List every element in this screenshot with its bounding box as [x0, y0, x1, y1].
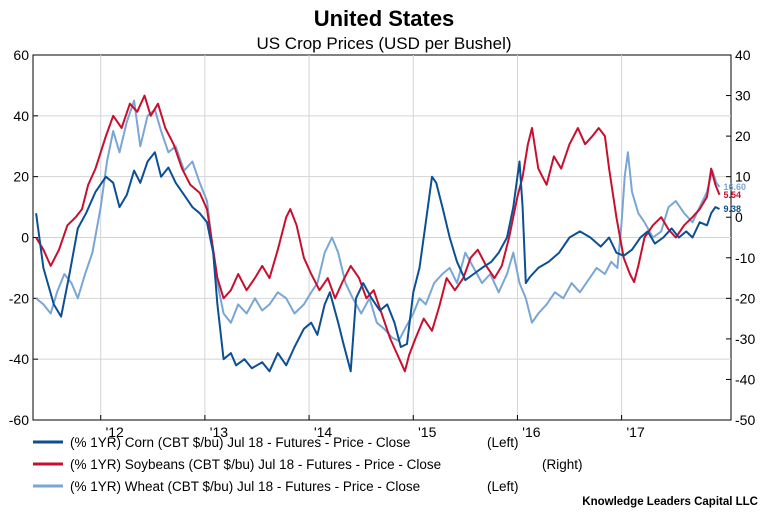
left-tick-label: 60	[13, 47, 29, 63]
series-layer	[35, 94, 721, 373]
right-tick-label: -50	[735, 412, 755, 428]
series-line-corn	[35, 151, 720, 373]
left-tick-label: 0	[21, 230, 29, 246]
chart-subtitle: US Crop Prices (USD per Bushel)	[256, 34, 511, 53]
legend: (% 1YR) Corn (CBT $/bu) Jul 18 - Futures…	[33, 435, 583, 494]
left-tick-label: 20	[13, 169, 29, 185]
end-labels: 16.605.54 9.38	[724, 182, 747, 214]
right-tick-label: 30	[735, 88, 751, 104]
left-axis: -60 -40 -20 0 20 40 60	[9, 47, 38, 428]
right-tick-label: 20	[735, 128, 751, 144]
legend-label-corn: (% 1YR) Corn (CBT $/bu) Jul 18 - Futures…	[70, 435, 410, 450]
legend-axis-corn: (Left)	[487, 435, 519, 450]
legend-axis-wheat: (Left)	[487, 479, 519, 494]
left-tick-label: -60	[9, 412, 29, 428]
left-tick-label: -20	[9, 290, 29, 306]
right-tick-label: -20	[735, 290, 755, 306]
end-label-soybeans: 5.54	[724, 190, 742, 200]
legend-label-soybeans: (% 1YR) Soybeans (CBT $/bu) Jul 18 - Fut…	[70, 457, 441, 472]
x-tick-label: '14	[314, 424, 332, 440]
series-line-soybeans	[35, 94, 721, 373]
x-axis: '12 '13 '14 '15 '16 '17	[100, 415, 645, 440]
x-tick-label: '13	[210, 424, 228, 440]
gridlines	[33, 55, 731, 420]
right-axis: -50 -40 -30 -20 -10 0 10 20 30 40	[726, 47, 755, 428]
right-tick-label: 10	[735, 169, 751, 185]
left-tick-label: 40	[13, 108, 29, 124]
right-tick-label: 0	[735, 209, 743, 225]
right-tick-label: 40	[735, 47, 751, 63]
x-tick-label: '12	[106, 424, 124, 440]
chart-title: United States	[314, 6, 455, 31]
end-label-wheat: 16.60	[724, 182, 747, 192]
legend-label-wheat: (% 1YR) Wheat (CBT $/bu) Jul 18 - Future…	[70, 479, 420, 494]
x-tick-label: '17	[626, 424, 644, 440]
series-line-wheat	[35, 99, 721, 342]
left-tick-label: -40	[9, 351, 29, 367]
source-credit: Knowledge Leaders Capital LLC	[582, 496, 758, 508]
x-tick-label: '16	[522, 424, 540, 440]
right-tick-label: -30	[735, 331, 755, 347]
right-tick-label: -10	[735, 250, 755, 266]
right-tick-label: -40	[735, 371, 755, 387]
end-label-corn: 9.38	[724, 204, 742, 214]
legend-axis-soybeans: (Right)	[542, 457, 583, 472]
x-tick-label: '15	[418, 424, 436, 440]
